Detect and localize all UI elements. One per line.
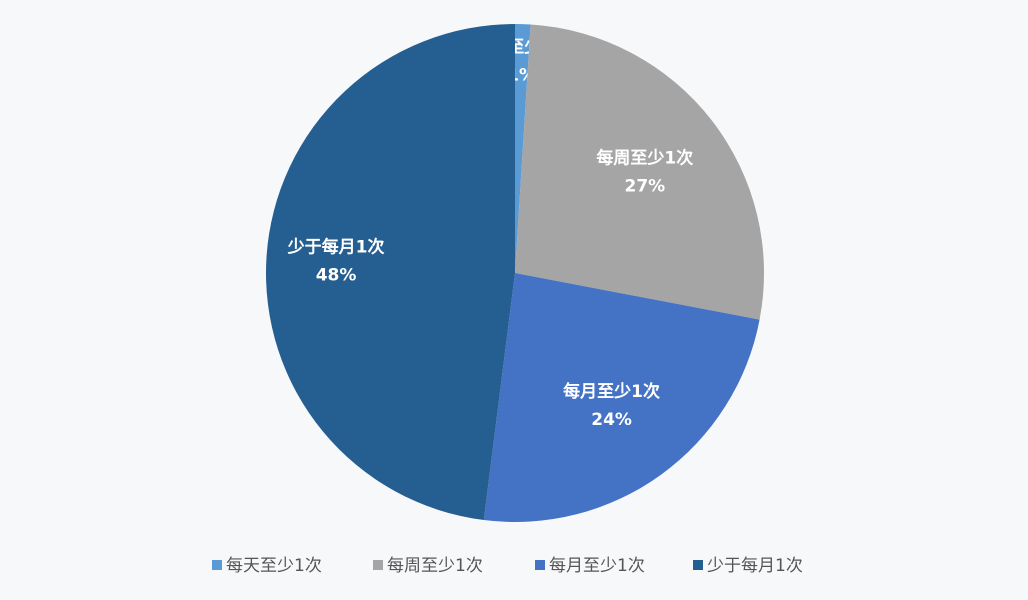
slice-label: 少于每月1次 [287,237,385,258]
slice-value: 48% [316,266,357,286]
pie-slice [265,24,515,521]
pie-slice [515,24,764,320]
legend-label: 少于每月1次 [707,556,803,576]
slice-value: 27% [625,176,666,196]
legend-swatch [212,560,222,570]
legend-label: 每周至少1次 [387,556,483,576]
pie-slice [515,24,531,273]
slice-value: 24% [591,410,632,430]
slice-label: 每周至少1次 [596,147,693,168]
legend-swatch [373,560,383,570]
legend-label: 每天至少1次 [226,556,322,576]
legend-label: 每月至少1次 [549,556,645,576]
legend-swatch [535,560,545,570]
slice-label: 每月至少1次 [563,381,660,402]
pie-slice [483,273,760,522]
legend-swatch [693,560,703,570]
